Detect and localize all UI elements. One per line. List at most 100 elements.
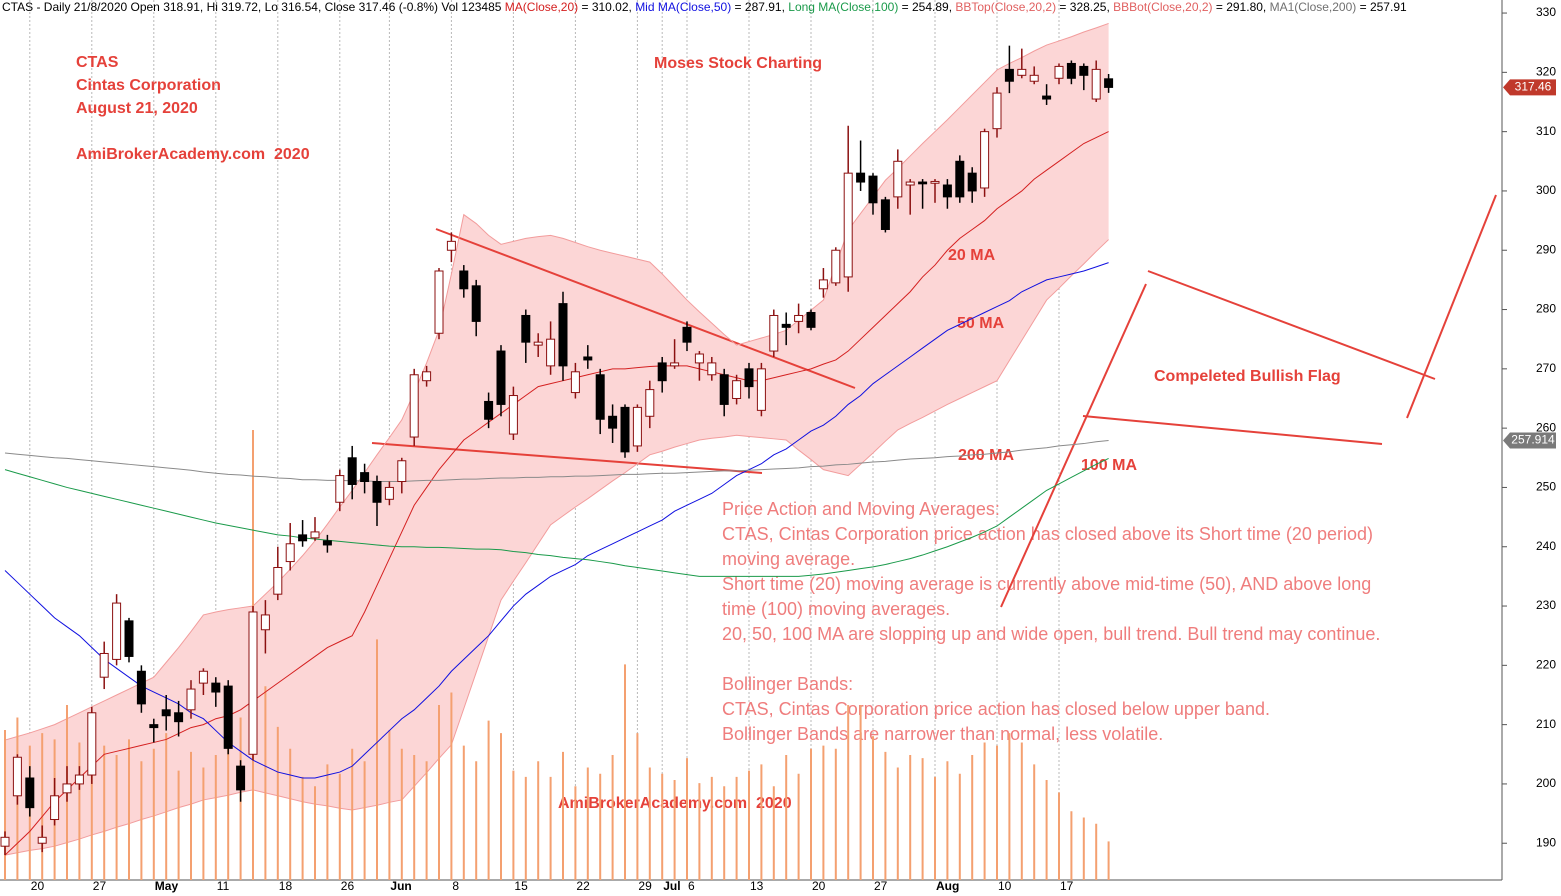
volume-bar [934,776,936,880]
moving-average [4,457,1109,577]
candle-body [335,475,345,503]
comment-line: CTAS, Cintas Corporation price action ha… [722,524,1373,544]
candle-body [12,756,22,797]
candle-body [632,406,642,447]
candle-body [50,795,60,821]
candle-body [37,836,47,844]
candle-body [471,285,481,322]
x-tick-label: 27 [93,879,107,893]
date: August 21, 2020 [76,100,198,117]
x-tick-label: 29 [638,879,652,893]
volume-bar [462,745,465,880]
bollinger-fill [5,23,1109,856]
volume-bar [264,686,267,880]
x-tick-label: Aug [936,879,959,893]
volume-bar [487,720,490,880]
company: Cintas Corporation [76,77,221,94]
watermark: AmiBrokerAcademy.com 2020 [76,146,310,163]
x-tick-label: 17 [1060,879,1074,893]
volume-bar [661,773,664,880]
volume-bar [1095,823,1098,880]
x-tick-label: 26 [341,879,355,893]
comment-line: 20, 50, 100 MA are slopping up and wide … [722,624,1380,644]
candle-body [657,362,667,382]
ma-label: 200 MA [958,447,1014,464]
y-tick-label: 290 [1536,242,1556,256]
price-tag-label: 317.46 [1515,80,1552,94]
volume-bar [524,776,527,880]
volume-bar [301,776,304,880]
plot-background [5,0,1109,880]
header-segment: = 257.91 [1356,0,1407,14]
volume-bar [115,755,118,880]
candle-body [645,389,655,417]
volume-bar [562,751,564,880]
trendline [1147,270,1436,380]
candle-body [223,685,233,749]
candle-body [25,777,35,809]
x-tick-label: 15 [514,879,528,893]
volume-bar [1082,817,1085,880]
candle-body [236,765,246,791]
candle-body [1104,78,1114,88]
x-tick-label: 10 [998,879,1012,893]
comment-line: CTAS, Cintas Corporation price action ha… [722,699,1270,719]
volume-bar [1058,792,1060,880]
candle-body [893,160,903,198]
volume-bar [971,755,974,880]
candle-body [918,181,928,185]
volume-bar [289,748,292,880]
volume-bar [549,776,552,880]
candle-body [1042,95,1052,100]
y-tick-label: 240 [1536,539,1556,553]
volume-bar [996,745,998,880]
candle-body [707,362,717,376]
volume-bar [78,742,81,880]
header-segment: = 254.89, [898,0,955,14]
candle-body [87,712,97,776]
volume-bar [1070,811,1073,880]
comment-line: Price Action and Moving Averages: [722,499,1000,519]
x-tick-label: 18 [279,879,293,893]
volume-bar [710,776,713,880]
volume-bar [686,758,688,880]
candle-body [248,611,258,755]
volume-bar [425,761,428,880]
volume-bar [1008,733,1011,880]
candle-body [74,774,84,785]
candle-body [756,368,766,411]
candle-body [285,543,295,563]
y-tick-label: 230 [1536,598,1556,612]
header-segment: = 291.80, [1213,0,1270,14]
candle-body [694,353,704,364]
candle-body [967,172,977,192]
x-tick-label: May [155,879,179,893]
x-tick-label: 27 [874,879,888,893]
volume-bar [636,733,639,880]
moving-average [4,440,1109,483]
candle-body [1017,68,1027,76]
candle-body [1079,65,1089,76]
volume-bar [512,770,515,880]
candle-body [149,724,159,729]
volume-bar [450,692,453,880]
candle-body [608,415,618,429]
candle-body [818,279,828,290]
candle-body [1004,68,1014,82]
header-segment: = 287.91, [731,0,788,14]
x-tick-label: 20 [31,879,45,893]
volume-bar [958,773,961,880]
y-tick-label: 190 [1536,835,1556,849]
volume-bar [611,755,614,880]
candle-body [273,566,283,595]
volume-bar [1020,742,1023,880]
candle-body [992,92,1002,130]
volume-bar [314,786,316,880]
candle-body [112,602,122,660]
volume-bar [760,764,763,880]
volume-bar [376,639,378,880]
bollinger-line [4,239,1109,856]
candle-body [744,368,754,388]
x-tick-label: 20 [812,879,826,893]
volume-bar [4,730,6,880]
